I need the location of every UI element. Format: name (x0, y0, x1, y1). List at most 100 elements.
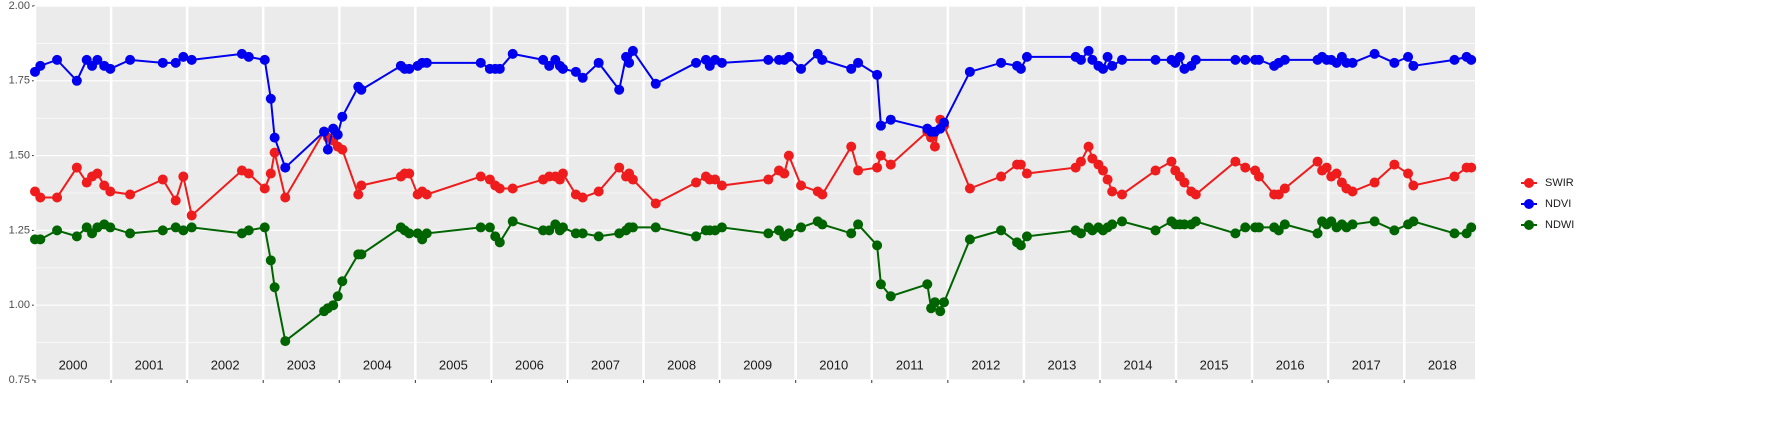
legend-point (1524, 178, 1534, 188)
data-point (1403, 51, 1414, 62)
data-point (1107, 219, 1118, 230)
data-point (593, 57, 604, 68)
data-point (614, 162, 625, 173)
data-point (280, 192, 291, 203)
data-point (1347, 219, 1358, 230)
data-point (929, 141, 940, 152)
data-point (1150, 165, 1161, 176)
data-point (577, 192, 588, 203)
data-point (691, 231, 702, 242)
year-label: 2018 (1428, 357, 1457, 372)
data-point (1150, 54, 1161, 65)
data-point (796, 180, 807, 191)
data-point (1102, 51, 1113, 62)
data-point (796, 222, 807, 233)
data-point (157, 57, 168, 68)
data-point (593, 231, 604, 242)
legend-label: SWIR (1545, 177, 1574, 189)
data-point (935, 306, 946, 317)
data-point (92, 54, 103, 65)
data-point (996, 225, 1007, 236)
data-point (475, 171, 486, 182)
data-point (259, 54, 270, 65)
data-point (475, 57, 486, 68)
data-point (1021, 168, 1032, 179)
legend-label: NDWI (1545, 219, 1574, 231)
legend-label: NDVI (1545, 198, 1571, 210)
year-label: 2007 (591, 357, 620, 372)
data-point (872, 162, 883, 173)
data-point (853, 57, 864, 68)
data-point (170, 57, 181, 68)
data-point (853, 219, 864, 230)
data-point (846, 141, 857, 152)
data-point (885, 159, 896, 170)
y-tick-label: 2.00 (9, 0, 30, 12)
data-point (1389, 57, 1400, 68)
data-point (1240, 222, 1251, 233)
data-point (157, 174, 168, 185)
data-point (1190, 216, 1201, 227)
data-point (328, 300, 339, 311)
data-point (1098, 63, 1109, 74)
data-point (337, 144, 348, 155)
year-label: 2010 (819, 357, 848, 372)
data-point (577, 228, 588, 239)
data-point (1021, 231, 1032, 242)
data-point (484, 222, 495, 233)
data-point (1166, 156, 1177, 167)
data-point (475, 222, 486, 233)
data-point (796, 63, 807, 74)
data-point (853, 165, 864, 176)
year-label: 2005 (439, 357, 468, 372)
data-point (885, 291, 896, 302)
data-point (783, 228, 794, 239)
data-point (1369, 48, 1380, 59)
data-point (1117, 189, 1128, 200)
data-point (243, 225, 254, 236)
data-point (1015, 240, 1026, 251)
data-point (627, 174, 638, 185)
data-point (269, 132, 280, 143)
data-point (1240, 54, 1251, 65)
data-point (105, 186, 116, 197)
data-point (964, 66, 975, 77)
data-point (170, 195, 181, 206)
y-tick-label: 1.25 (9, 224, 30, 236)
year-label: 2012 (971, 357, 1000, 372)
data-point (269, 282, 280, 293)
data-point (710, 174, 721, 185)
data-point (817, 189, 828, 200)
data-point (1083, 141, 1094, 152)
legend-point (1524, 220, 1534, 230)
data-point (996, 57, 1007, 68)
data-point (243, 168, 254, 179)
data-point (125, 228, 136, 239)
data-point (1389, 159, 1400, 170)
data-point (1190, 54, 1201, 65)
data-point (35, 234, 46, 245)
year-label: 2008 (667, 357, 696, 372)
y-tick-label: 1.75 (9, 75, 30, 87)
data-point (570, 66, 581, 77)
data-point (557, 222, 568, 233)
data-point (1312, 156, 1323, 167)
data-point (1075, 228, 1086, 239)
data-point (939, 117, 950, 128)
data-point (356, 84, 367, 95)
data-point (557, 63, 568, 74)
data-point (922, 279, 933, 290)
data-point (614, 84, 625, 95)
data-point (624, 57, 635, 68)
data-point (1107, 186, 1118, 197)
data-point (1117, 54, 1128, 65)
data-point (157, 225, 168, 236)
year-label: 2015 (1200, 357, 1229, 372)
data-point (52, 192, 63, 203)
data-point (716, 180, 727, 191)
data-point (265, 255, 276, 266)
data-point (875, 150, 886, 161)
data-point (35, 60, 46, 71)
data-point (964, 234, 975, 245)
